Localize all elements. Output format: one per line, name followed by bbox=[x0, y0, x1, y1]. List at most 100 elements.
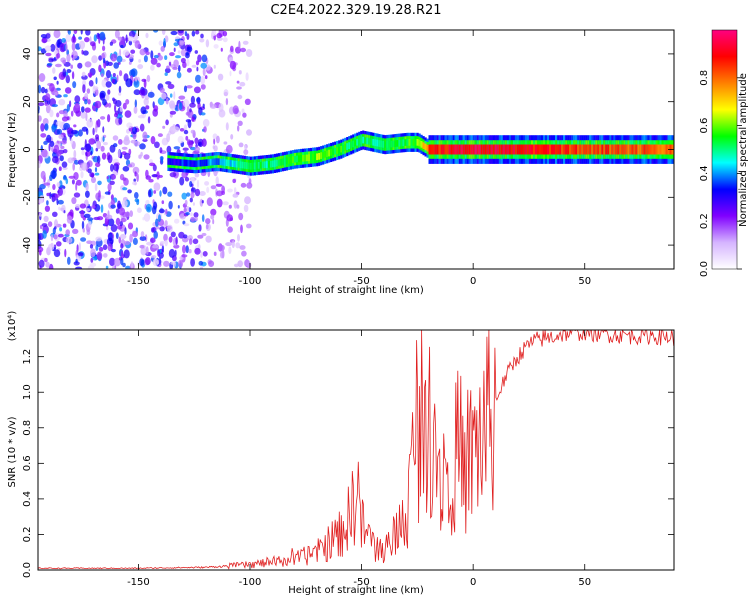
noise-speckle bbox=[73, 124, 77, 128]
noise-speckle bbox=[65, 236, 73, 244]
noise-speckle bbox=[55, 63, 62, 68]
noise-speckle bbox=[150, 227, 155, 233]
ridge-cell bbox=[464, 144, 467, 155]
ridge-cell bbox=[619, 144, 622, 155]
noise-speckle bbox=[75, 204, 81, 208]
noise-speckle bbox=[71, 71, 75, 80]
noise-speckle bbox=[180, 57, 186, 64]
noise-speckle bbox=[38, 84, 42, 94]
ridge-cell bbox=[603, 144, 606, 155]
ridge-cell bbox=[253, 162, 256, 170]
noise-speckle bbox=[80, 147, 85, 151]
noise-speckle bbox=[42, 230, 47, 239]
noise-speckle bbox=[244, 98, 251, 106]
noise-speckle bbox=[120, 257, 124, 266]
colorbar: 0.0 0.2 0.4 0.6 0.8 Normalized spectral ampl… bbox=[699, 29, 749, 277]
noise-speckle bbox=[142, 131, 148, 140]
noise-speckle bbox=[204, 75, 208, 80]
noise-speckle bbox=[220, 245, 225, 251]
ridge-cell bbox=[575, 144, 578, 155]
ridge-cell bbox=[406, 139, 409, 146]
noise-speckle bbox=[115, 232, 119, 239]
noise-speckle bbox=[75, 110, 82, 117]
noise-speckle bbox=[45, 93, 51, 101]
ridge-cell bbox=[402, 139, 405, 147]
ridge-cell bbox=[340, 145, 343, 153]
noise-speckle bbox=[120, 233, 127, 240]
noise-speckle bbox=[56, 182, 61, 188]
noise-speckle bbox=[199, 191, 206, 196]
noise-speckle bbox=[146, 241, 153, 246]
ridge-cell bbox=[322, 151, 325, 159]
ridge-cell bbox=[522, 144, 526, 155]
noise-speckle bbox=[82, 50, 89, 56]
noise-speckle bbox=[175, 236, 178, 245]
noise-speckle bbox=[69, 209, 74, 217]
snr-y-tick-label: 0.6 bbox=[22, 455, 33, 471]
ridge-cell bbox=[181, 159, 184, 167]
noise-speckle bbox=[197, 142, 202, 147]
ridge-cell bbox=[500, 144, 503, 155]
noise-speckle bbox=[52, 67, 56, 74]
noise-speckle bbox=[178, 231, 185, 239]
noise-speckle bbox=[52, 156, 59, 164]
spectrogram-y-label: Frequency (Hz) bbox=[7, 112, 18, 188]
ridge-cell bbox=[316, 153, 319, 161]
noise-speckle bbox=[161, 200, 165, 205]
noise-speckle bbox=[143, 154, 150, 160]
ridge-cell bbox=[298, 155, 301, 163]
noise-speckle bbox=[118, 92, 122, 96]
ridge-cell bbox=[635, 144, 638, 155]
noise-speckle bbox=[164, 239, 168, 247]
noise-speckle bbox=[39, 224, 43, 230]
noise-speckle bbox=[125, 265, 131, 269]
noise-speckle bbox=[67, 30, 71, 35]
noise-speckle bbox=[145, 105, 150, 110]
noise-speckle bbox=[129, 233, 133, 243]
spectrogram-panel: -150 -100 -50 0 50 -40 -20 0 20 40 Height of str… bbox=[7, 29, 675, 296]
ridge-cell bbox=[541, 144, 544, 155]
noise-speckle bbox=[129, 69, 136, 78]
ridge-cell bbox=[261, 161, 264, 169]
noise-speckle bbox=[239, 245, 246, 250]
spectrogram-x-tick-label: -50 bbox=[353, 276, 369, 287]
noise-speckle bbox=[86, 118, 94, 128]
noise-speckle bbox=[94, 124, 98, 133]
noise-speckle bbox=[219, 251, 224, 259]
ridge-cell bbox=[458, 144, 461, 155]
noise-speckle bbox=[147, 91, 155, 98]
noise-speckle bbox=[173, 59, 179, 68]
noise-speckle bbox=[184, 177, 190, 182]
noise-speckle bbox=[102, 126, 105, 133]
noise-speckle bbox=[133, 105, 138, 114]
noise-speckle bbox=[95, 77, 98, 85]
noise-speckle bbox=[73, 172, 79, 180]
noise-speckle bbox=[208, 260, 215, 268]
noise-speckle bbox=[101, 152, 107, 160]
ridge-cell bbox=[171, 158, 174, 166]
noise-speckle bbox=[147, 116, 151, 124]
noise-speckle bbox=[50, 170, 57, 179]
noise-speckle bbox=[67, 256, 71, 265]
ridge-cell bbox=[404, 139, 407, 146]
snr-x-tick-label: 0 bbox=[470, 577, 476, 588]
ridge-cell bbox=[593, 144, 596, 155]
noise-speckle bbox=[145, 246, 149, 255]
noise-speckle bbox=[80, 171, 84, 179]
ridge-cell bbox=[364, 137, 367, 144]
noise-speckle bbox=[134, 171, 137, 177]
ridge-cell bbox=[269, 160, 273, 168]
ridge-cell bbox=[561, 144, 564, 155]
noise-speckle bbox=[160, 92, 167, 100]
noise-speckle bbox=[68, 175, 76, 179]
noise-speckle bbox=[94, 167, 98, 173]
noise-speckle bbox=[40, 170, 46, 180]
noise-speckle bbox=[56, 120, 63, 126]
snr-x-tick-label: 50 bbox=[578, 577, 591, 588]
ridge-cell bbox=[607, 144, 610, 155]
noise-speckle bbox=[178, 30, 184, 34]
ridge-cell bbox=[597, 144, 600, 155]
noise-speckle bbox=[213, 44, 219, 49]
ridge-cell bbox=[472, 144, 475, 155]
noise-speckle bbox=[243, 149, 249, 156]
